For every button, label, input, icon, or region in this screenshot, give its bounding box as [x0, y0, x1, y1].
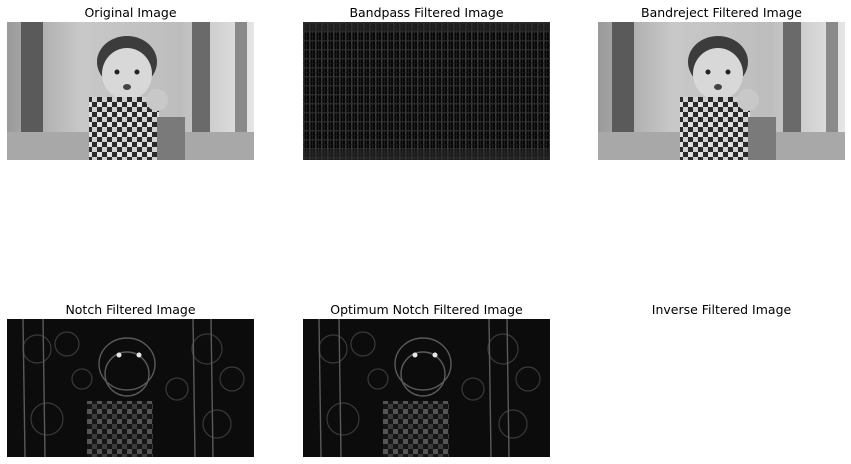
notch-image: [7, 319, 254, 457]
original-image: [7, 22, 254, 160]
photo-bandreject: [598, 22, 845, 160]
panel-title: Original Image: [84, 5, 177, 20]
panel-title: Bandpass Filtered Image: [349, 5, 504, 20]
panel-title: Notch Filtered Image: [65, 302, 196, 317]
photo-bandpass: [303, 22, 550, 160]
panel-title: Inverse Filtered Image: [651, 302, 792, 317]
panel-title: Bandreject Filtered Image: [641, 5, 802, 20]
optimum-notch-image: [303, 319, 550, 457]
photo-original: [7, 22, 254, 160]
bandreject-image: [598, 22, 845, 160]
photo-optimum-notch: [303, 319, 550, 457]
bandpass-image: [303, 22, 550, 160]
inverse-image: [598, 319, 845, 457]
panel-title: Optimum Notch Filtered Image: [330, 302, 523, 317]
photo-notch: [7, 319, 254, 457]
